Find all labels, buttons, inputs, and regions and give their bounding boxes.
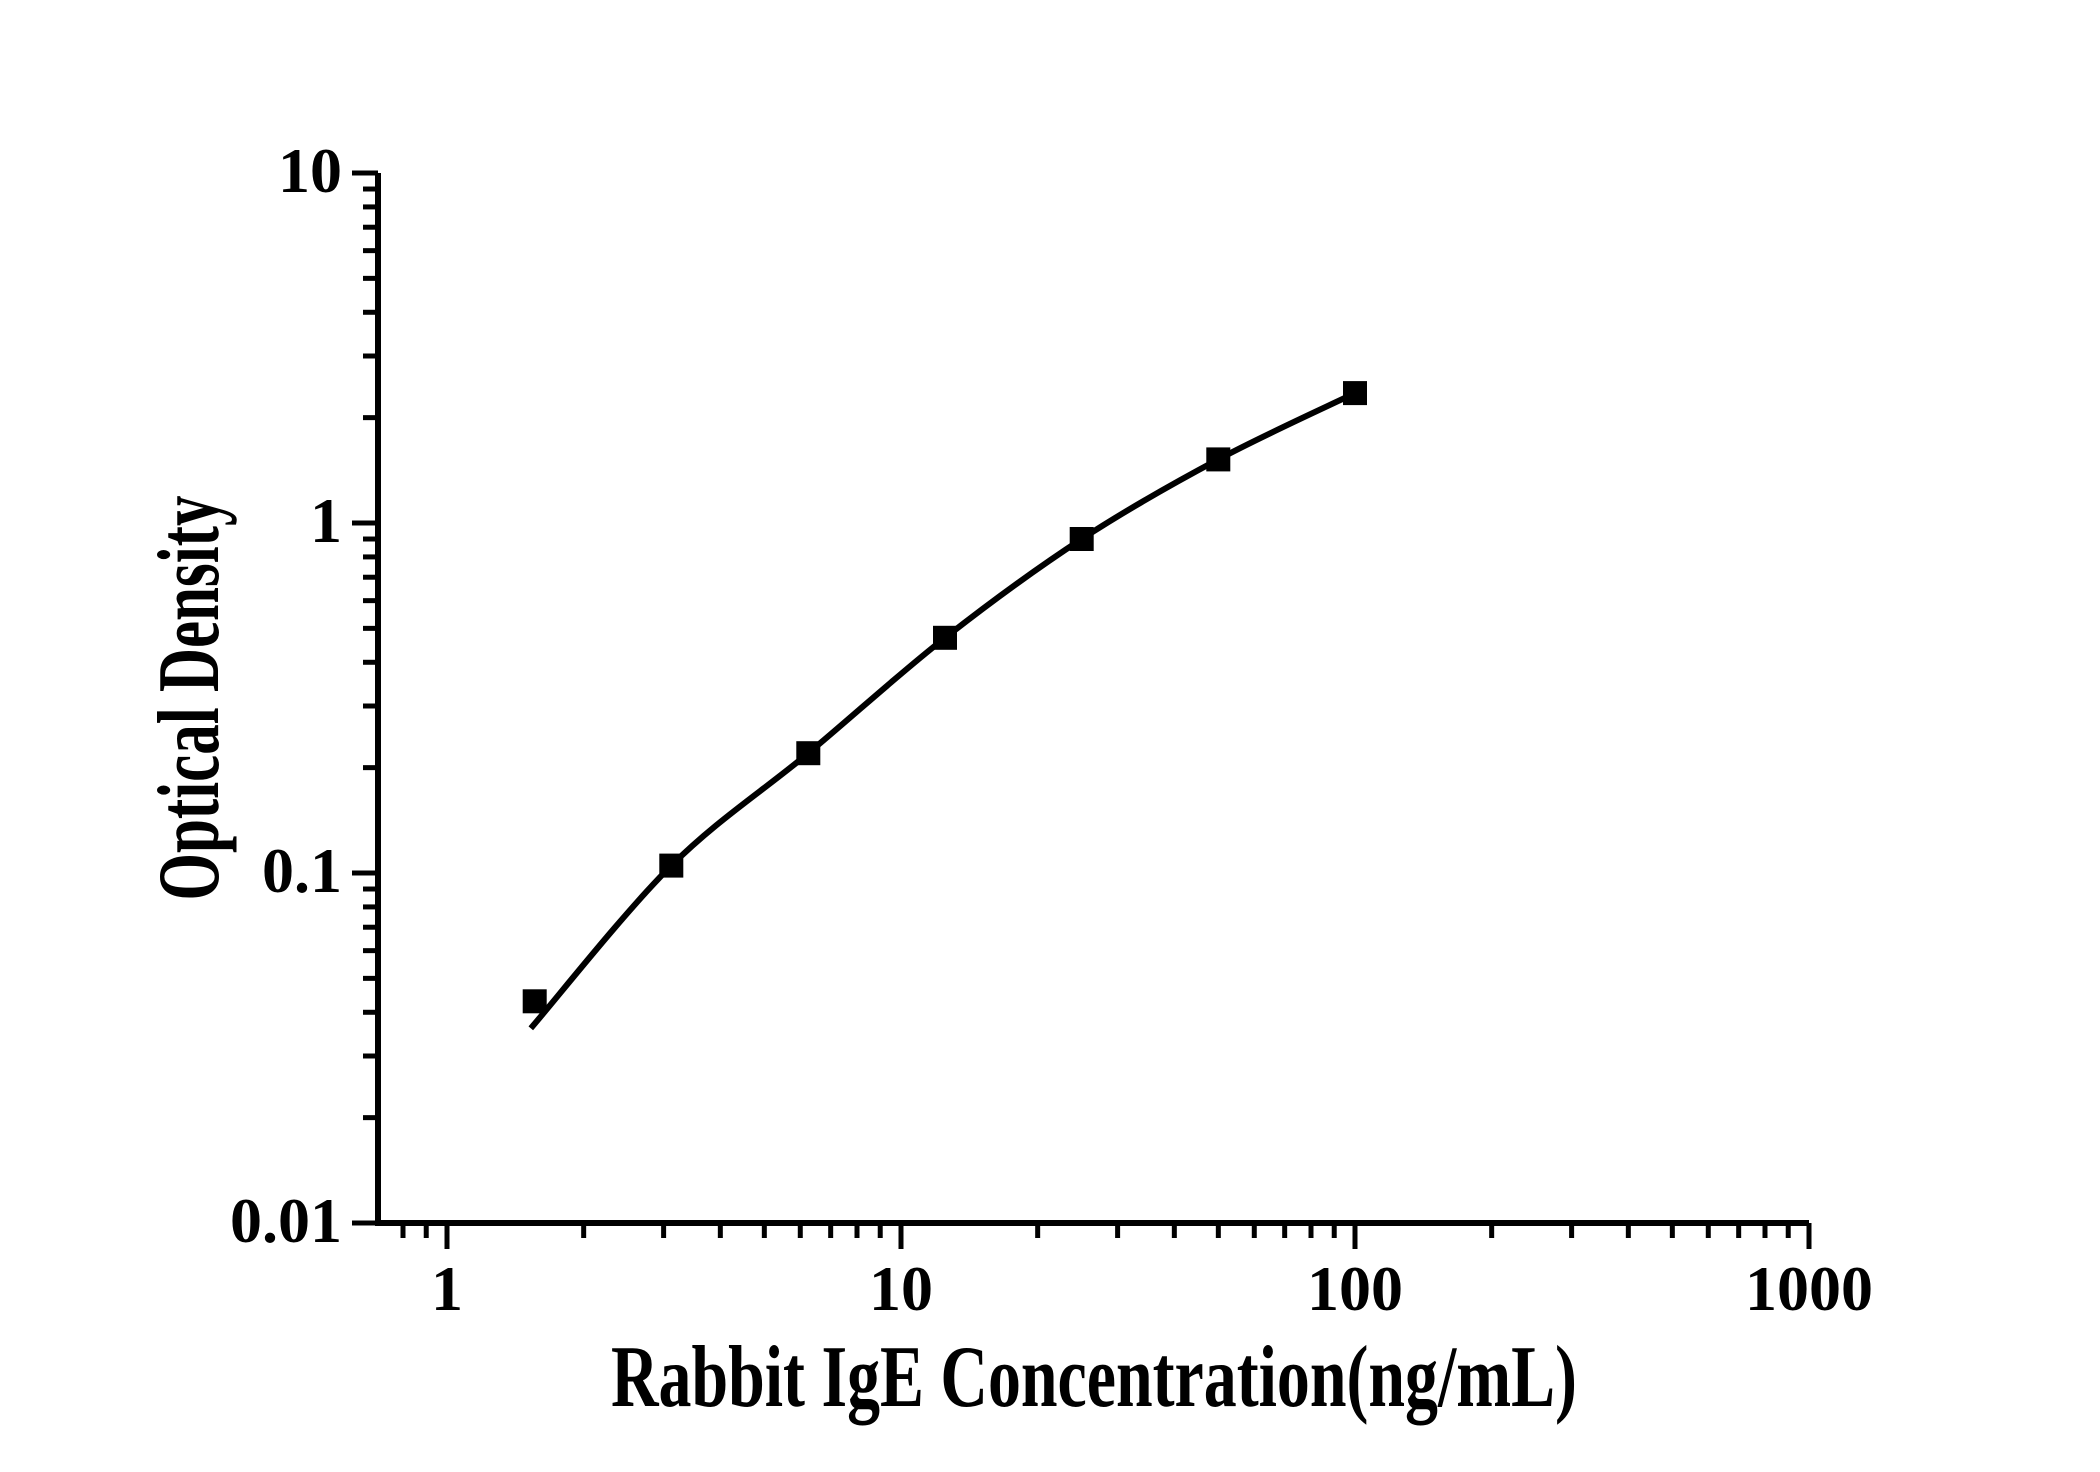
x-tick-label: 100 xyxy=(1307,1253,1403,1324)
data-point-marker xyxy=(933,625,957,650)
y-tick-label: 0.1 xyxy=(262,835,342,906)
axes-frame xyxy=(375,173,1809,1226)
data-point-marker xyxy=(1069,527,1094,551)
data-point-marker xyxy=(796,741,821,766)
x-tick-label: 1 xyxy=(431,1253,463,1324)
y-tick-label: 10 xyxy=(278,135,342,206)
data-point-marker xyxy=(1206,447,1231,472)
y-tick-label: 0.01 xyxy=(230,1185,342,1256)
x-axis-label: Rabbit IgE Concentration(ng/mL) xyxy=(611,1329,1577,1426)
chart-plot-area: 1 10 100 1000 10 1 0.1 0.01 xyxy=(230,135,1873,1324)
data-point-marker xyxy=(659,853,684,878)
x-tick-label: 10 xyxy=(869,1253,933,1324)
y-axis-label: Optical Density xyxy=(141,496,238,901)
fit-curve xyxy=(528,390,1357,1031)
data-point-marker xyxy=(522,989,547,1014)
x-tick-label: 1000 xyxy=(1745,1253,1873,1324)
data-point-marker xyxy=(1343,381,1367,406)
y-tick-label: 1 xyxy=(310,485,342,556)
